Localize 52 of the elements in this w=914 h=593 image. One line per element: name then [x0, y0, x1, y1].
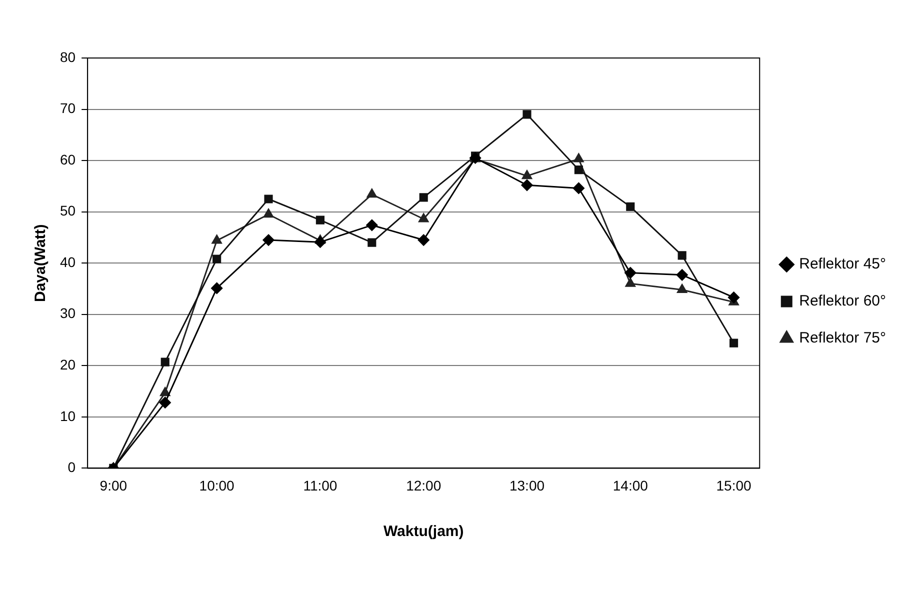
- point: [729, 338, 738, 348]
- y-tick-label: 0: [68, 459, 76, 476]
- point: [624, 267, 636, 279]
- point: [159, 396, 171, 408]
- legend-label: Reflektor 75°: [799, 330, 886, 347]
- point: [572, 182, 584, 194]
- legend-label: Reflektor 60°: [799, 292, 886, 310]
- point: [418, 213, 429, 222]
- x-tick-label: 12:00: [406, 477, 442, 494]
- point: [316, 216, 324, 224]
- point: [212, 234, 222, 244]
- point: [521, 179, 533, 191]
- x-tick-label: 11:00: [303, 477, 338, 494]
- point: [626, 202, 635, 211]
- legend-label: Reflektor 45°: [799, 256, 886, 273]
- y-tick-label: 20: [60, 356, 76, 373]
- x-tick-label: 10:00: [199, 477, 235, 494]
- point: [522, 110, 532, 119]
- point: [625, 278, 636, 287]
- point: [368, 238, 376, 247]
- y-tick-label: 80: [60, 48, 76, 65]
- point: [366, 219, 378, 231]
- x-tick-label: 15:00: [716, 477, 752, 494]
- y-tick-label: 50: [60, 202, 76, 219]
- point: [574, 165, 583, 174]
- y-tick-label: 30: [60, 305, 76, 322]
- point: [314, 236, 326, 248]
- point: [212, 254, 222, 264]
- point: [264, 194, 273, 204]
- y-tick-label: 10: [60, 408, 76, 424]
- point: [678, 251, 686, 260]
- x-tick-label: 9:00: [100, 477, 128, 494]
- y-tick-label: 40: [60, 254, 76, 270]
- point: [366, 188, 377, 198]
- point: [677, 284, 688, 294]
- x-axis-title: Waktu(jam): [383, 523, 464, 540]
- y-tick-label: 70: [60, 100, 76, 116]
- x-tick-label: 13:00: [509, 477, 545, 494]
- y-tick-label: 60: [60, 151, 76, 168]
- y-axis-title: Daya(Watt): [32, 224, 50, 302]
- point: [574, 153, 584, 162]
- point: [418, 234, 430, 246]
- point: [160, 387, 170, 396]
- point: [211, 282, 223, 294]
- point: [160, 358, 170, 366]
- x-tick-label: 14:00: [612, 477, 648, 494]
- point: [262, 234, 274, 246]
- point: [419, 193, 428, 202]
- point: [676, 269, 688, 281]
- point: [263, 208, 274, 218]
- point: [728, 292, 740, 304]
- point: [522, 170, 532, 180]
